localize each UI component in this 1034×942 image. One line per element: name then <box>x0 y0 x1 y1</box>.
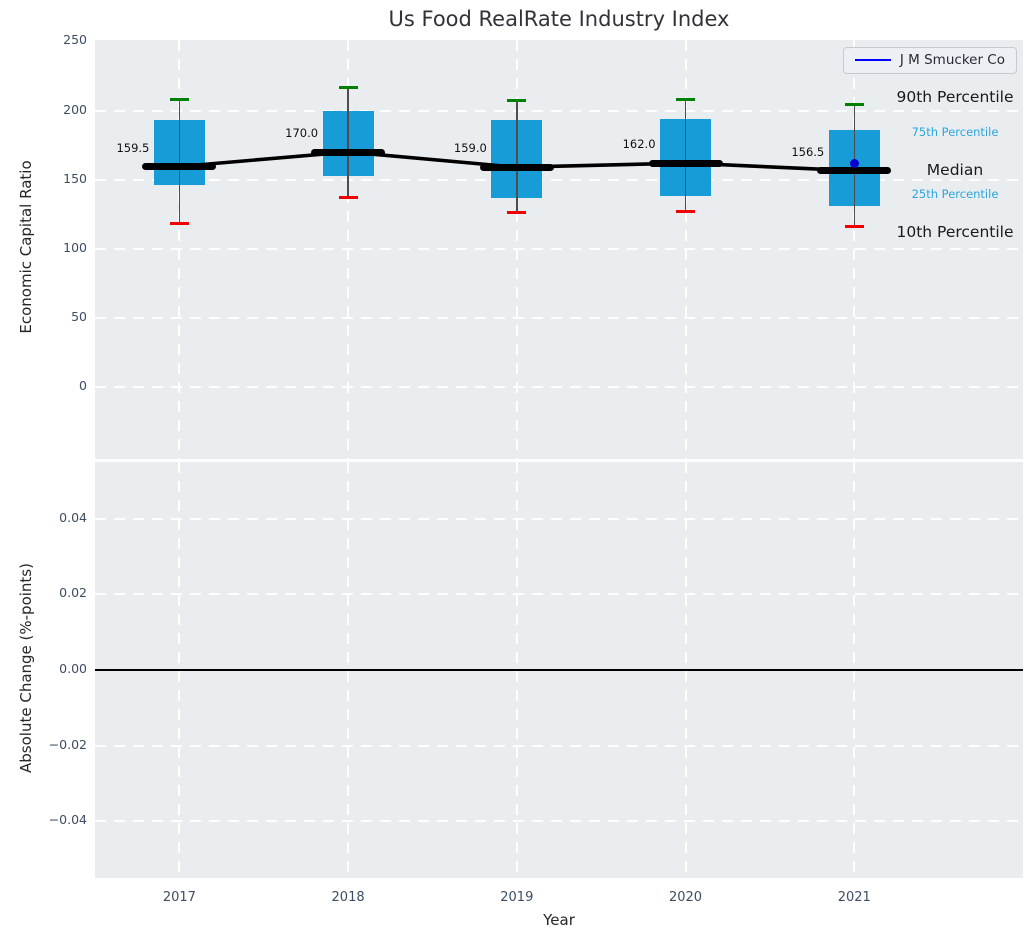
p90-cap-2020 <box>676 97 696 101</box>
top-plot-area: J M Smucker Co 159.5 170.0 159.0 162.0 156.5… <box>95 40 1023 459</box>
bottom-plot-area <box>95 462 1023 878</box>
gridline <box>95 744 1023 747</box>
median-annotation-2017: 159.5 <box>116 140 150 155</box>
p10-cap-2021 <box>844 225 864 229</box>
whisker-2017 <box>178 99 181 224</box>
p90-cap-2018 <box>338 86 358 90</box>
median-bar-2018 <box>311 148 386 156</box>
gridline <box>347 40 350 459</box>
p10-cap-2020 <box>676 209 696 213</box>
right-label-25th-percentile: 25th Percentile <box>911 187 999 202</box>
ytick-label: 0.04 <box>59 509 87 525</box>
gridline <box>95 109 1023 112</box>
median-annotation-2018: 170.0 <box>285 126 319 140</box>
ytick-label: 100 <box>63 239 87 255</box>
whisker-2020 <box>684 99 687 212</box>
right-label-median: Median <box>926 160 984 179</box>
gridline <box>95 517 1023 520</box>
p90-cap-2019 <box>507 99 527 103</box>
right-label-10th-percentile: 10th Percentile <box>896 223 1014 242</box>
p90-cap-2021 <box>844 103 864 107</box>
chart-title: Us Food RealRate Industry Index <box>388 7 730 31</box>
median-bar-2017 <box>142 163 217 171</box>
gridline <box>95 820 1023 823</box>
gridline <box>178 40 181 459</box>
gridline <box>95 247 1023 250</box>
p10-cap-2018 <box>338 196 358 200</box>
gridline <box>95 386 1023 389</box>
median-bar-2019 <box>479 163 554 171</box>
p90-cap-2017 <box>169 97 189 101</box>
median-bar-2021 <box>817 167 892 175</box>
whisker-2018 <box>347 87 349 198</box>
median-bar-2020 <box>648 159 723 167</box>
zero-reference-line <box>95 668 1023 672</box>
gridline <box>853 40 856 459</box>
ytick-label: 150 <box>63 170 87 186</box>
ytick-label: 250 <box>63 32 87 48</box>
company-point <box>849 158 859 168</box>
ytick-label: 0 <box>79 378 87 394</box>
p10-cap-2017 <box>169 222 189 226</box>
xtick-label: 2020 <box>668 890 703 905</box>
right-label-90th-percentile: 90th Percentile <box>896 87 1014 106</box>
median-annotation-2019: 159.0 <box>453 141 487 156</box>
x-axis-label: Year <box>543 911 575 929</box>
whisker-2019 <box>516 100 518 213</box>
right-label-75th-percentile: 75th Percentile <box>911 125 999 140</box>
xtick-label: 2017 <box>162 890 196 905</box>
median-annotation-2021: 156.5 <box>791 144 825 159</box>
xtick-label: 2019 <box>500 890 534 905</box>
ytick-label: 0.02 <box>59 585 87 601</box>
gridline <box>515 40 518 459</box>
gridline <box>95 593 1023 596</box>
ytick-label: 50 <box>71 308 87 324</box>
xtick-label: 2018 <box>331 890 365 905</box>
median-annotation-2020: 162.0 <box>622 137 656 152</box>
legend: J M Smucker Co <box>842 47 1017 74</box>
p10-cap-2019 <box>507 211 527 215</box>
legend-label: J M Smucker Co <box>899 52 1005 68</box>
gridline <box>95 316 1023 319</box>
ytick-label: 0.00 <box>59 661 87 676</box>
legend-line-icon <box>854 59 891 61</box>
gridline <box>684 40 687 459</box>
xtick-label: 2021 <box>837 890 871 905</box>
gridline <box>95 178 1023 181</box>
ytick-label: −0.04 <box>48 812 87 828</box>
ytick-label: −0.02 <box>48 736 87 752</box>
ytick-label: 200 <box>63 101 87 117</box>
